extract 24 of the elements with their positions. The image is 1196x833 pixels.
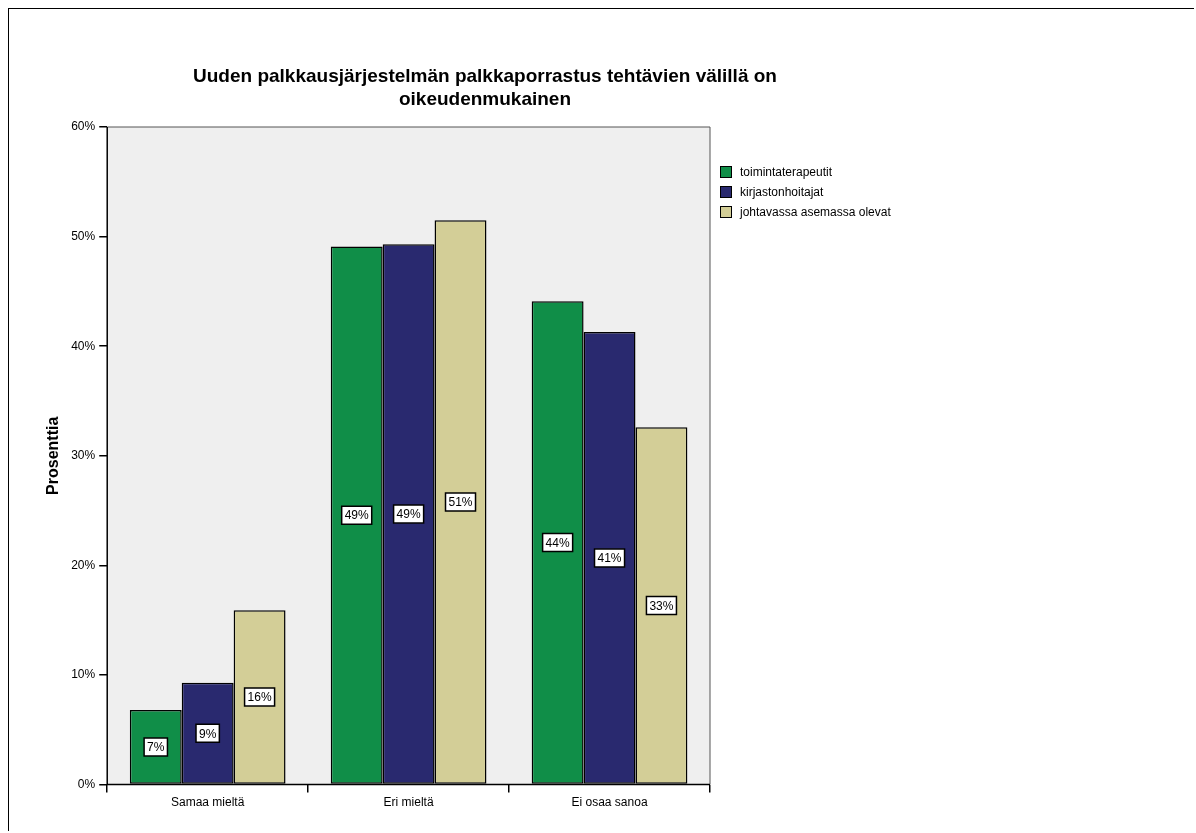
data-label: 9% — [199, 726, 217, 741]
data-label: 49% — [344, 508, 370, 523]
data-label: 44% — [545, 535, 570, 550]
data-label: 49% — [396, 507, 421, 522]
x-tick-label: Samaa mieltä — [170, 795, 245, 810]
x-tick-label: Eri mieltä — [383, 795, 434, 810]
data-label: 51% — [448, 495, 473, 510]
y-tick-label: 0% — [77, 776, 96, 791]
y-tick-label: 20% — [71, 557, 96, 572]
x-tick-label: Ei osaa sanoa — [571, 795, 648, 810]
data-label: 16% — [247, 690, 272, 705]
y-tick-label: 50% — [71, 228, 96, 243]
chart-title: Uuden palkkausjärjestelmän palkkaporrastus tehtävien välillä on oikeudenmukainen — [192, 64, 778, 110]
y-tick-label: 30% — [71, 448, 96, 463]
data-label: 7% — [147, 740, 165, 755]
data-label: 41% — [597, 551, 622, 566]
data-label: 33% — [649, 598, 674, 613]
legend-label: kirjastonhoitajat — [740, 185, 824, 199]
y-tick-label: 10% — [71, 667, 96, 682]
y-axis-title: Prosenttia — [44, 416, 62, 495]
y-tick-label: 60% — [71, 119, 96, 134]
y-tick-label: 40% — [71, 338, 96, 353]
legend-label: toimintaterapeutit — [740, 165, 833, 179]
legend-label: johtavassa asemassa olevat — [740, 205, 891, 219]
